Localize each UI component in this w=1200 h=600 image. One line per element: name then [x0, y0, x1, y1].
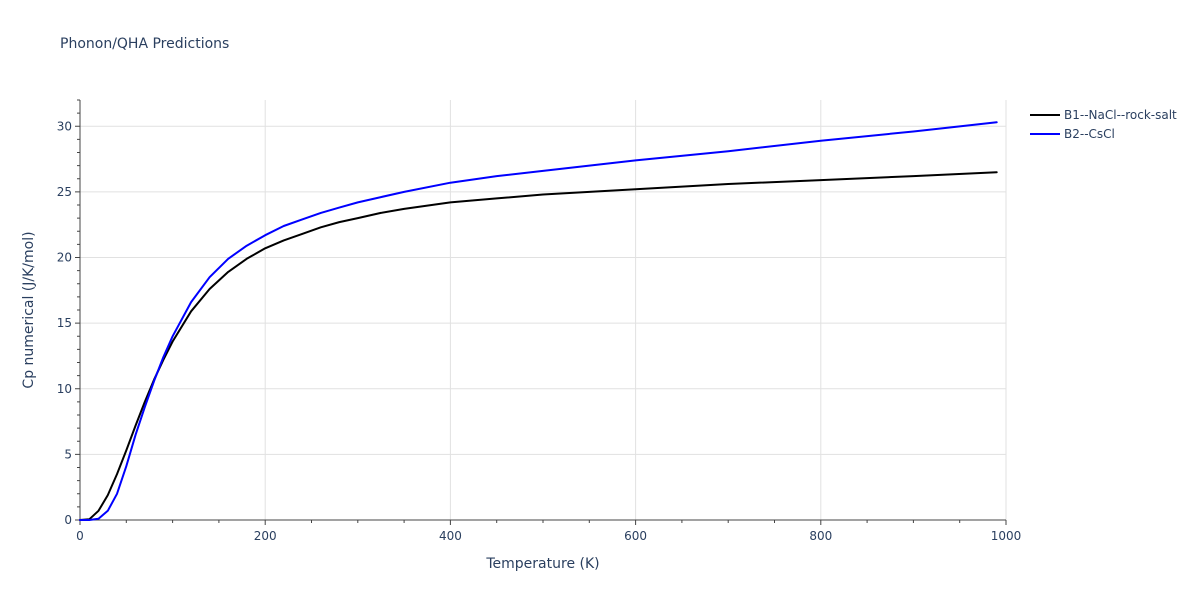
y-axis-title: Cp numerical (J/K/mol): [21, 231, 37, 388]
y-tick-label: 20: [57, 251, 72, 265]
x-tick-label: 400: [439, 529, 462, 543]
series-layer: [79, 121, 998, 521]
y-tick-label: 10: [57, 382, 72, 396]
legend-label: B1--NaCl--rock-salt: [1064, 108, 1177, 122]
y-tick-label: 15: [57, 316, 72, 330]
x-tick-label: 600: [624, 529, 647, 543]
series-line-1[interactable]: [79, 171, 998, 521]
x-tick-label: 200: [254, 529, 277, 543]
y-tick-labels: 0 5 10 15 20 25 30: [57, 119, 72, 527]
x-tick-label: 1000: [991, 529, 1022, 543]
legend-item-1[interactable]: B1--NaCl--rock-salt: [1030, 108, 1177, 122]
x-tick-labels: 0 200 400 600 800 1000: [76, 529, 1021, 543]
axes: [75, 99, 1007, 525]
y-tick-label: 25: [57, 185, 72, 199]
x-tick-label: 0: [76, 529, 84, 543]
legend-label: B2--CsCl: [1064, 127, 1115, 141]
series-line-2[interactable]: [79, 121, 998, 521]
y-tick-label: 30: [57, 119, 72, 133]
grid-lines: [80, 100, 1007, 520]
legend[interactable]: B1--NaCl--rock-salt B2--CsCl: [1030, 108, 1177, 141]
chart-title: Phonon/QHA Predictions: [60, 36, 230, 52]
legend-item-2[interactable]: B2--CsCl: [1030, 127, 1115, 141]
y-tick-label: 5: [64, 447, 72, 461]
y-tick-label: 0: [64, 513, 72, 527]
x-tick-label: 800: [809, 529, 832, 543]
x-axis-title: Temperature (K): [485, 556, 599, 572]
